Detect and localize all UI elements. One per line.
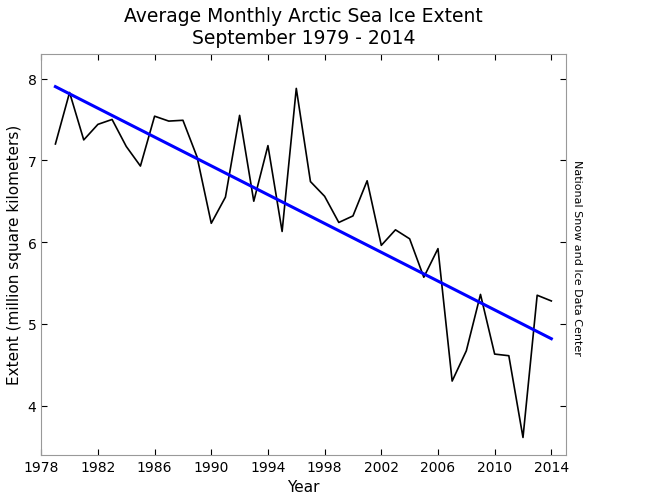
Text: National Snow and Ice Data Center: National Snow and Ice Data Center — [572, 159, 582, 355]
Title: Average Monthly Arctic Sea Ice Extent
September 1979 - 2014: Average Monthly Arctic Sea Ice Extent Se… — [124, 7, 483, 48]
Y-axis label: Extent (million square kilometers): Extent (million square kilometers) — [7, 125, 22, 385]
X-axis label: Year: Year — [287, 479, 320, 494]
